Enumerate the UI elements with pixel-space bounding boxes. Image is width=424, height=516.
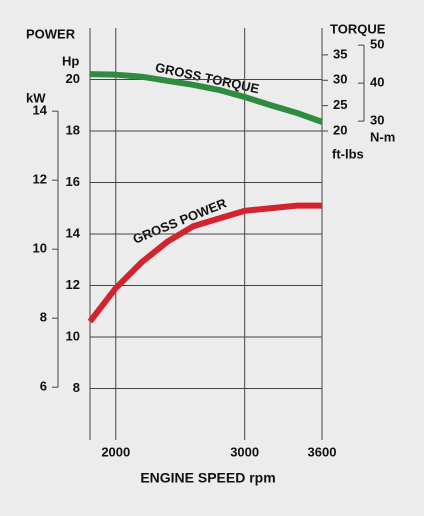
- y-tick-label: 10: [66, 328, 80, 343]
- y2-tick-label: 25: [333, 97, 347, 112]
- y-unit: Hp: [62, 53, 79, 68]
- x-tick-label: 3000: [230, 444, 259, 459]
- nm-tick-label: 30: [370, 113, 384, 128]
- y2-unit: ft-lbs: [332, 146, 364, 161]
- x-tick-label: 2000: [101, 444, 130, 459]
- nm-unit: N-m: [370, 129, 395, 144]
- y-tick-label: 20: [66, 71, 80, 86]
- kw-tick-label: 10: [33, 241, 47, 256]
- kw-tick-label: 6: [40, 379, 47, 394]
- y-tick-label: 18: [66, 122, 80, 137]
- y2-tick-label: 20: [333, 122, 347, 137]
- kw-tick-label: 14: [33, 103, 48, 118]
- series-line: [89, 71, 324, 125]
- y2-tick-label: 35: [333, 46, 347, 61]
- y-tick-label: 16: [66, 174, 80, 189]
- series-line: [87, 202, 322, 324]
- x-axis-title: ENGINE SPEED rpm: [140, 470, 275, 486]
- kw-unit: kW: [26, 90, 46, 105]
- kw-tick-label: 8: [40, 310, 47, 325]
- y2-tick-label: 30: [333, 72, 347, 87]
- nm-tick-label: 40: [370, 75, 384, 90]
- x-tick-label: 3600: [308, 444, 337, 459]
- y-tick-label: 12: [66, 277, 80, 292]
- y-tick-label: 8: [73, 380, 80, 395]
- y-axis-title: POWER: [26, 26, 76, 41]
- y2-axis-title: TORQUE: [330, 21, 386, 36]
- y-tick-label: 14: [66, 225, 81, 240]
- kw-tick-label: 12: [33, 172, 47, 187]
- nm-tick-label: 50: [370, 37, 384, 52]
